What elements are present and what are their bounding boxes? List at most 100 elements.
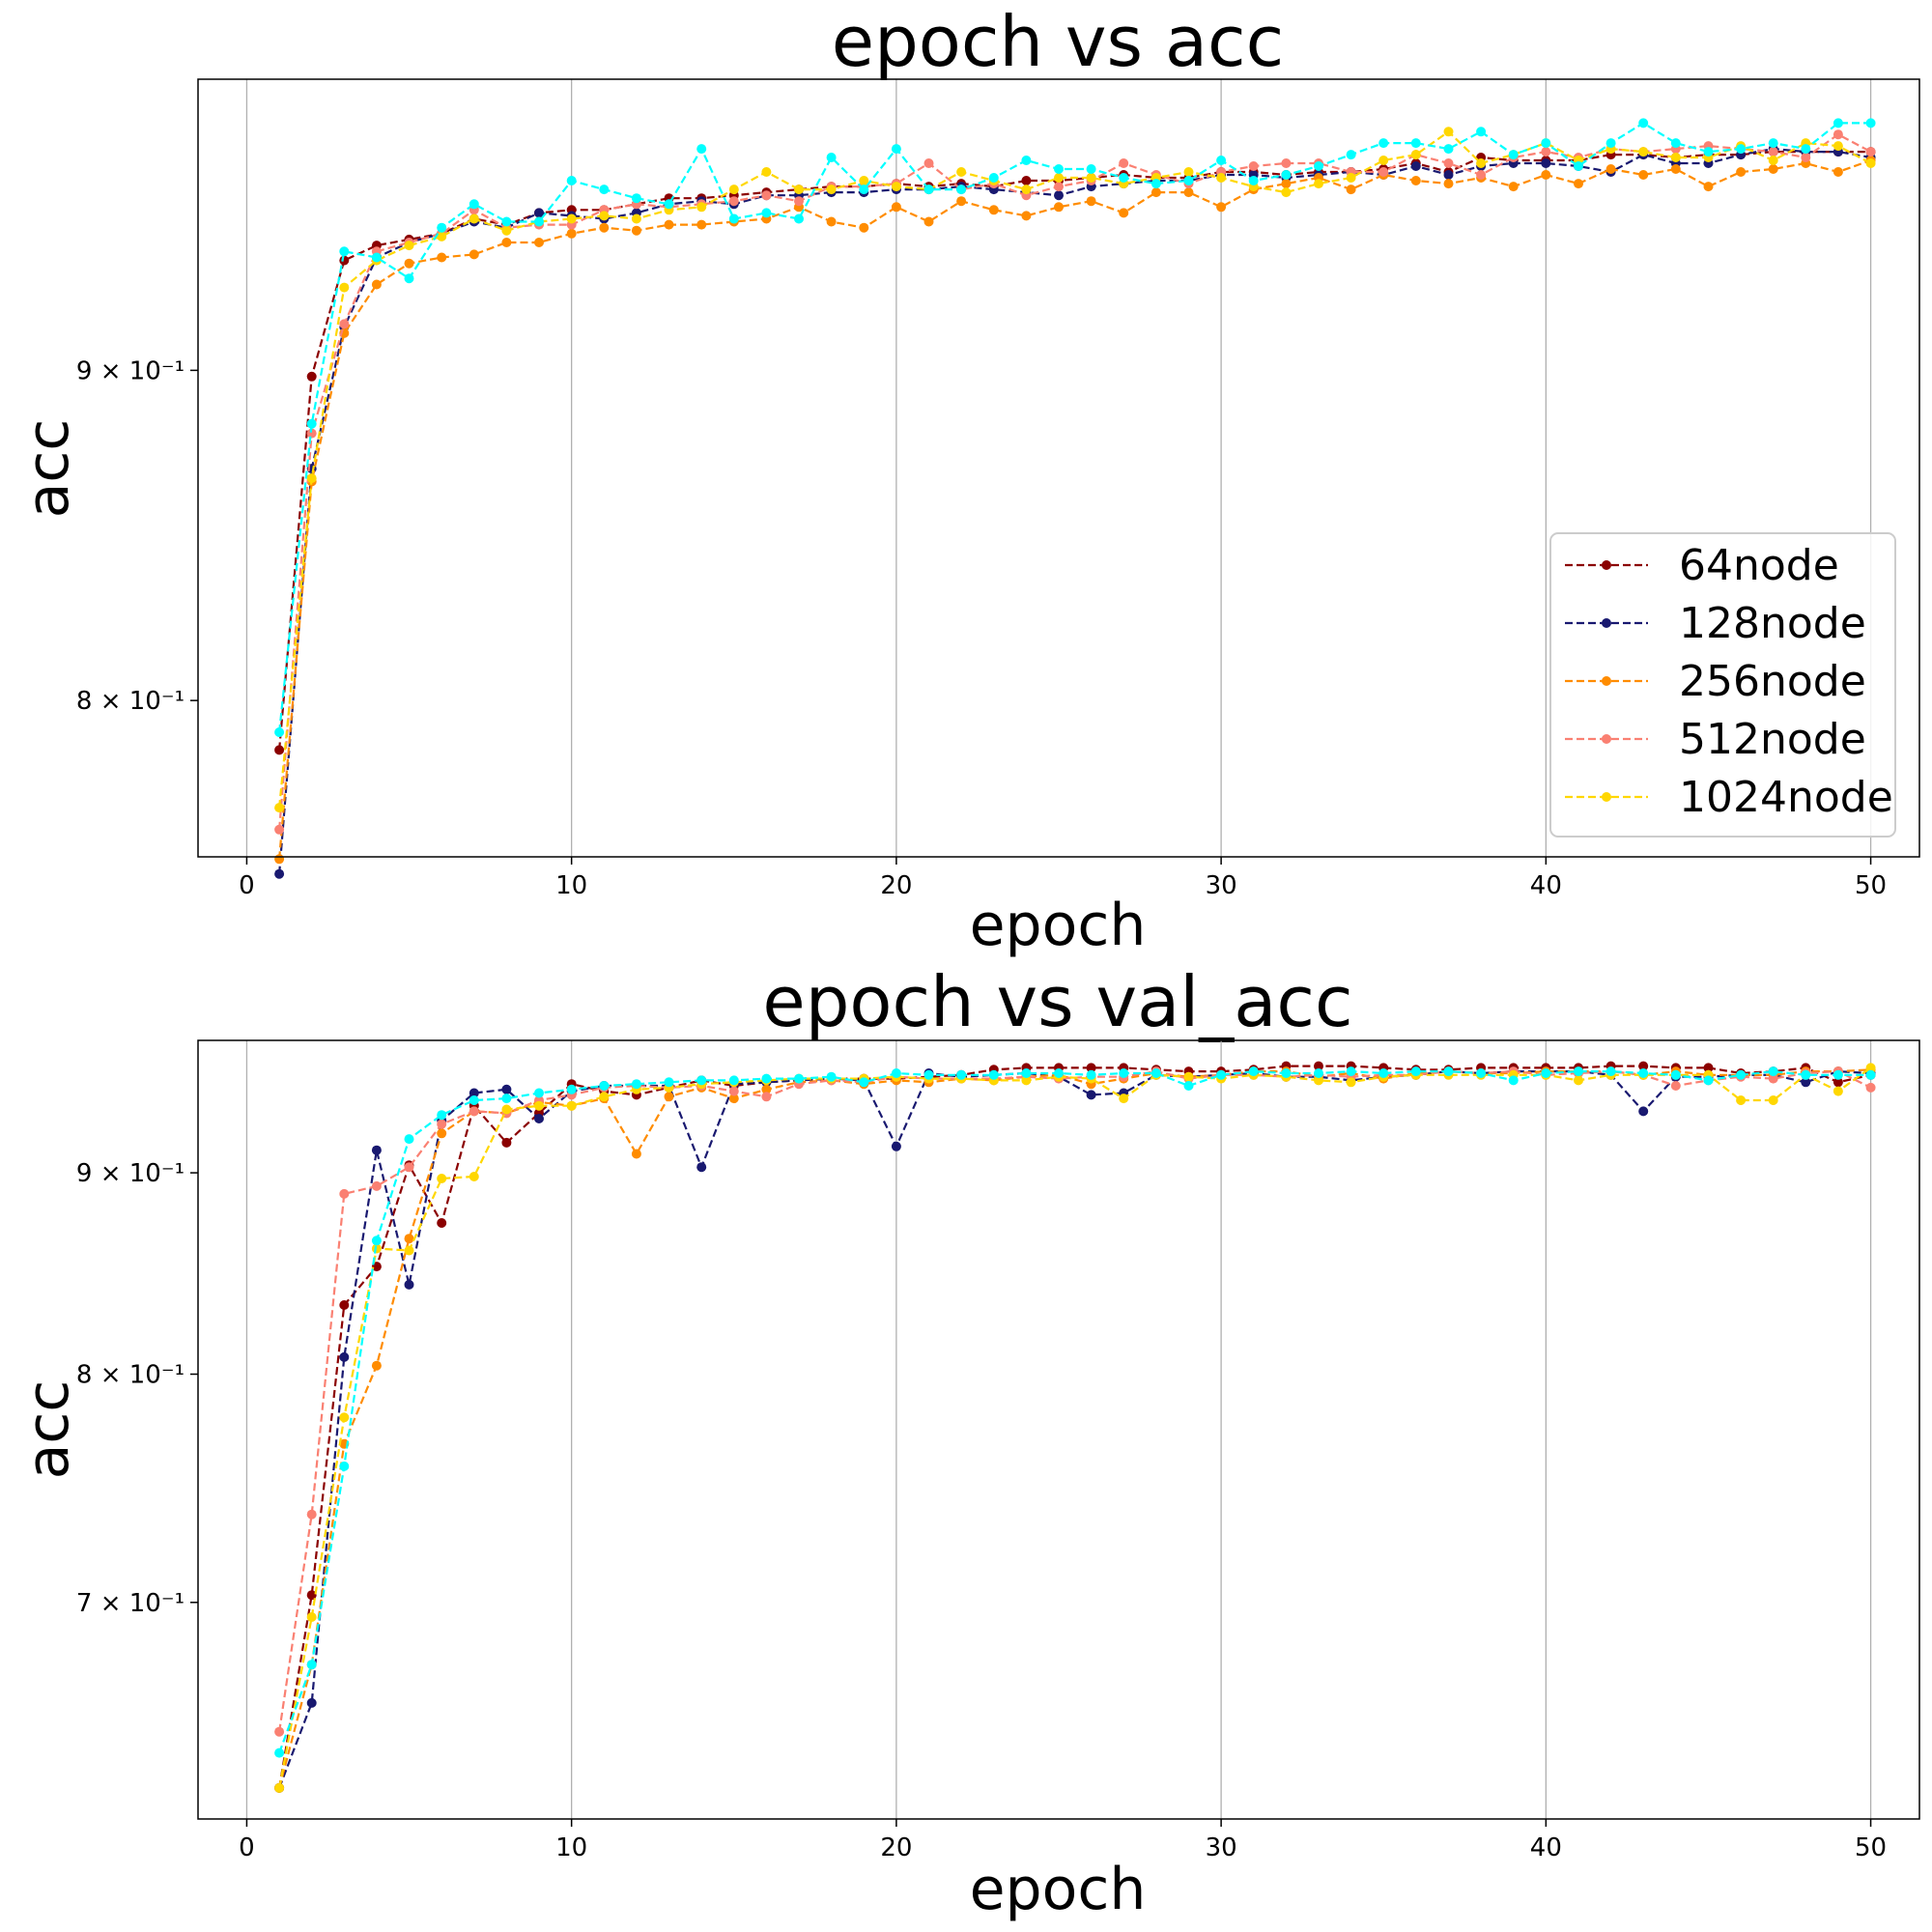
data-point bbox=[274, 824, 285, 835]
data-point bbox=[1248, 161, 1259, 171]
data-point bbox=[859, 1077, 869, 1088]
y-axis-ticks: 9 × 10⁻¹ 8 × 10⁻¹ bbox=[76, 356, 198, 716]
data-point bbox=[1638, 118, 1649, 128]
legend-entry: 64node bbox=[1565, 541, 1839, 590]
data-point bbox=[501, 225, 512, 236]
x-tick-label: 30 bbox=[1206, 871, 1237, 900]
data-point bbox=[566, 213, 577, 224]
data-point bbox=[371, 252, 382, 263]
data-point bbox=[599, 1092, 610, 1102]
x-tick-label: 50 bbox=[1855, 871, 1887, 900]
data-point bbox=[1346, 1066, 1356, 1077]
data-point bbox=[794, 1073, 804, 1084]
y-tick-label: 9 × 10⁻¹ bbox=[76, 1159, 185, 1188]
data-point bbox=[1346, 1077, 1356, 1088]
data-point bbox=[1801, 144, 1811, 155]
data-point bbox=[1801, 1069, 1811, 1080]
data-point bbox=[761, 208, 772, 218]
y-tick-label: 7 × 10⁻¹ bbox=[76, 1589, 185, 1618]
data-point bbox=[1054, 202, 1064, 213]
data-point bbox=[306, 428, 317, 439]
chart-title: epoch vs val_acc bbox=[762, 961, 1352, 1042]
data-point bbox=[1703, 182, 1714, 192]
y-axis-label: acc bbox=[14, 1380, 82, 1480]
legend-label: 256node bbox=[1679, 657, 1866, 706]
data-point bbox=[501, 216, 512, 227]
val-acc-chart: epoch vs val_acc 0 10 20 30 40 50 9 × 10⁻¹ 8 ×… bbox=[14, 961, 1920, 1923]
data-point bbox=[1541, 170, 1551, 180]
data-point bbox=[404, 273, 414, 284]
data-point bbox=[1476, 1068, 1487, 1078]
data-point bbox=[826, 216, 837, 227]
data-point bbox=[501, 1104, 512, 1115]
data-point bbox=[956, 1069, 967, 1080]
data-point bbox=[1183, 167, 1194, 177]
data-point bbox=[761, 190, 772, 201]
data-point bbox=[1086, 164, 1096, 174]
x-tick-label: 50 bbox=[1855, 1833, 1887, 1862]
data-point bbox=[891, 182, 901, 192]
data-point bbox=[437, 1218, 447, 1228]
data-point bbox=[1378, 1068, 1389, 1078]
data-point bbox=[1410, 1066, 1421, 1077]
data-point bbox=[1054, 190, 1064, 201]
data-point bbox=[794, 185, 804, 195]
data-point bbox=[1314, 161, 1323, 171]
data-point bbox=[306, 1660, 317, 1670]
data-point bbox=[1151, 1068, 1161, 1078]
data-point bbox=[1541, 1068, 1551, 1078]
data-point bbox=[437, 1174, 447, 1183]
series-lines bbox=[274, 1061, 1876, 1793]
data-point bbox=[923, 216, 934, 227]
data-point bbox=[1768, 164, 1778, 174]
data-point bbox=[599, 1081, 610, 1091]
data-point bbox=[469, 199, 479, 210]
data-point bbox=[339, 246, 350, 257]
data-point bbox=[404, 1234, 414, 1244]
data-point bbox=[826, 153, 837, 162]
data-point bbox=[501, 1094, 512, 1104]
data-point bbox=[1346, 173, 1356, 183]
legend-swatch-marker bbox=[1602, 676, 1611, 686]
data-point bbox=[631, 1149, 641, 1159]
data-point bbox=[1248, 176, 1259, 185]
x-tick-label: 20 bbox=[880, 871, 912, 900]
data-point bbox=[599, 211, 610, 221]
data-point bbox=[1410, 150, 1421, 160]
data-point bbox=[859, 176, 869, 185]
data-point bbox=[1768, 156, 1778, 165]
data-point bbox=[923, 158, 934, 168]
data-point bbox=[1865, 147, 1876, 157]
data-point bbox=[1605, 1066, 1616, 1077]
series-512node bbox=[274, 1066, 1876, 1737]
data-point bbox=[1021, 156, 1032, 165]
data-point bbox=[1833, 141, 1843, 152]
data-point bbox=[599, 185, 610, 195]
data-point bbox=[306, 418, 317, 429]
data-point bbox=[534, 216, 544, 227]
data-point bbox=[339, 1412, 350, 1423]
data-point bbox=[371, 1180, 382, 1191]
data-point bbox=[1605, 138, 1616, 149]
data-point bbox=[696, 202, 707, 213]
data-point bbox=[1216, 173, 1227, 183]
data-point bbox=[437, 231, 447, 242]
data-point bbox=[631, 225, 641, 236]
data-point bbox=[501, 1137, 512, 1148]
series-line bbox=[278, 1069, 1872, 1732]
x-axis-label: epoch bbox=[970, 1856, 1147, 1923]
data-point bbox=[1314, 179, 1323, 189]
data-point bbox=[956, 167, 967, 177]
data-point bbox=[1119, 173, 1129, 183]
data-point bbox=[274, 868, 285, 879]
data-point bbox=[1410, 138, 1421, 149]
data-point bbox=[1703, 147, 1714, 157]
data-point bbox=[1703, 1075, 1714, 1086]
data-point bbox=[696, 1075, 707, 1086]
data-point bbox=[339, 1188, 350, 1199]
data-point bbox=[1736, 1069, 1747, 1080]
data-point bbox=[891, 202, 901, 213]
data-point bbox=[1183, 1071, 1194, 1082]
data-point bbox=[469, 1088, 479, 1098]
data-point bbox=[1865, 118, 1876, 128]
